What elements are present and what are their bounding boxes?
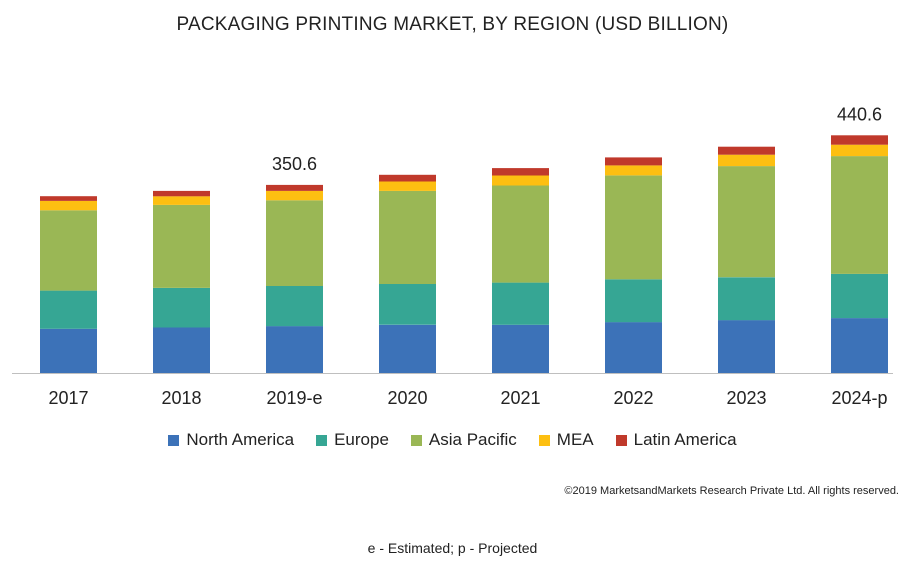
- bar-segment-asia-pacific-2019-e: [266, 200, 323, 286]
- chart-legend: North America Europe Asia Pacific MEA Latin …: [0, 430, 905, 450]
- bar-segment-mea-2018: [153, 196, 210, 205]
- bar-segment-latin-america-2021: [492, 168, 549, 176]
- bar-segment-europe-2024-p: [831, 273, 888, 319]
- bar-segment-mea-2019-e: [266, 190, 323, 201]
- legend-swatch: [538, 434, 550, 446]
- footnote: e - Estimated; p - Projected: [367, 540, 538, 556]
- bar-segment-asia-pacific-2020: [379, 190, 436, 284]
- bar-segment-latin-america-2020: [379, 174, 436, 182]
- data-label-2019-e: 350.6: [272, 154, 317, 174]
- bar-segment-europe-2018: [153, 288, 210, 328]
- legend-item-europe: Europe: [316, 430, 389, 450]
- bar-segment-asia-pacific-2023: [718, 166, 775, 278]
- bar-segment-north-america-2018: [153, 327, 210, 373]
- bar-segment-asia-pacific-2021: [492, 185, 549, 283]
- bar-segment-latin-america-2018: [153, 190, 210, 197]
- bar-segment-europe-2021: [492, 282, 549, 325]
- bar-segment-north-america-2021: [492, 324, 549, 373]
- x-tick-label-2023: 2023: [726, 388, 766, 408]
- legend-item-asia-pacific: Asia Pacific: [410, 430, 517, 450]
- bar-segment-north-america-2024-p: [831, 318, 888, 373]
- bar-segment-north-america-2017: [40, 328, 97, 373]
- x-tick-label-2020: 2020: [387, 388, 427, 408]
- bar-segment-north-america-2019-e: [266, 326, 323, 373]
- bar-segment-mea-2023: [718, 154, 775, 167]
- bar-segment-mea-2024-p: [831, 144, 888, 157]
- bar-segment-north-america-2022: [605, 322, 662, 373]
- bar-segment-asia-pacific-2018: [153, 204, 210, 288]
- legend-label: Asia Pacific: [428, 430, 517, 449]
- legend-label: MEA: [556, 430, 594, 449]
- bar-segment-latin-america-2022: [605, 157, 662, 166]
- x-tick-label-2024-p: 2024-p: [831, 388, 887, 408]
- bar-segment-europe-2017: [40, 290, 97, 329]
- x-tick-label-2019-e: 2019-e: [266, 388, 322, 408]
- legend-swatch: [168, 434, 180, 446]
- x-tick-label-2018: 2018: [161, 388, 201, 408]
- bar-segment-asia-pacific-2022: [605, 175, 662, 280]
- legend-label: Europe: [334, 430, 389, 449]
- x-tick-label-2021: 2021: [500, 388, 540, 408]
- legend-swatch: [316, 434, 328, 446]
- bar-segment-europe-2023: [718, 277, 775, 321]
- bar-segment-mea-2020: [379, 181, 436, 191]
- bar-segment-asia-pacific-2024-p: [831, 156, 888, 274]
- legend-label: North America: [186, 430, 295, 449]
- data-label-2024-p: 440.6: [837, 104, 882, 124]
- legend-swatch: [410, 434, 422, 446]
- legend-swatch: [615, 434, 627, 446]
- bar-segment-mea-2017: [40, 200, 97, 211]
- chart-title: PACKAGING PRINTING MARKET, BY REGION (US…: [176, 14, 729, 35]
- x-tick-label-2022: 2022: [613, 388, 653, 408]
- bar-segment-europe-2019-e: [266, 286, 323, 327]
- legend-item-north-america: North America: [168, 430, 294, 450]
- legend-item-mea: MEA: [538, 430, 594, 450]
- bar-segment-latin-america-2017: [40, 196, 97, 201]
- copyright-notice: ©2019 MarketsandMarkets Research Private…: [564, 485, 899, 497]
- legend-item-latin-america: Latin America: [615, 430, 737, 450]
- bar-segment-latin-america-2024-p: [831, 135, 888, 145]
- legend-label: Latin America: [633, 430, 737, 449]
- bar-segment-europe-2022: [605, 279, 662, 323]
- bar-segment-latin-america-2019-e: [266, 184, 323, 191]
- bar-segment-north-america-2020: [379, 324, 436, 373]
- bar-segment-asia-pacific-2017: [40, 210, 97, 291]
- x-tick-label-2017: 2017: [48, 388, 88, 408]
- bar-chart: 2017 2018 350.6 2019-e 2020 2021 2022 2023 440.6…: [12, 104, 893, 408]
- bar-segment-mea-2022: [605, 165, 662, 176]
- bar-segment-latin-america-2023: [718, 146, 775, 155]
- bar-segment-europe-2020: [379, 283, 436, 325]
- bar-segment-mea-2021: [492, 175, 549, 186]
- bar-segment-north-america-2023: [718, 320, 775, 373]
